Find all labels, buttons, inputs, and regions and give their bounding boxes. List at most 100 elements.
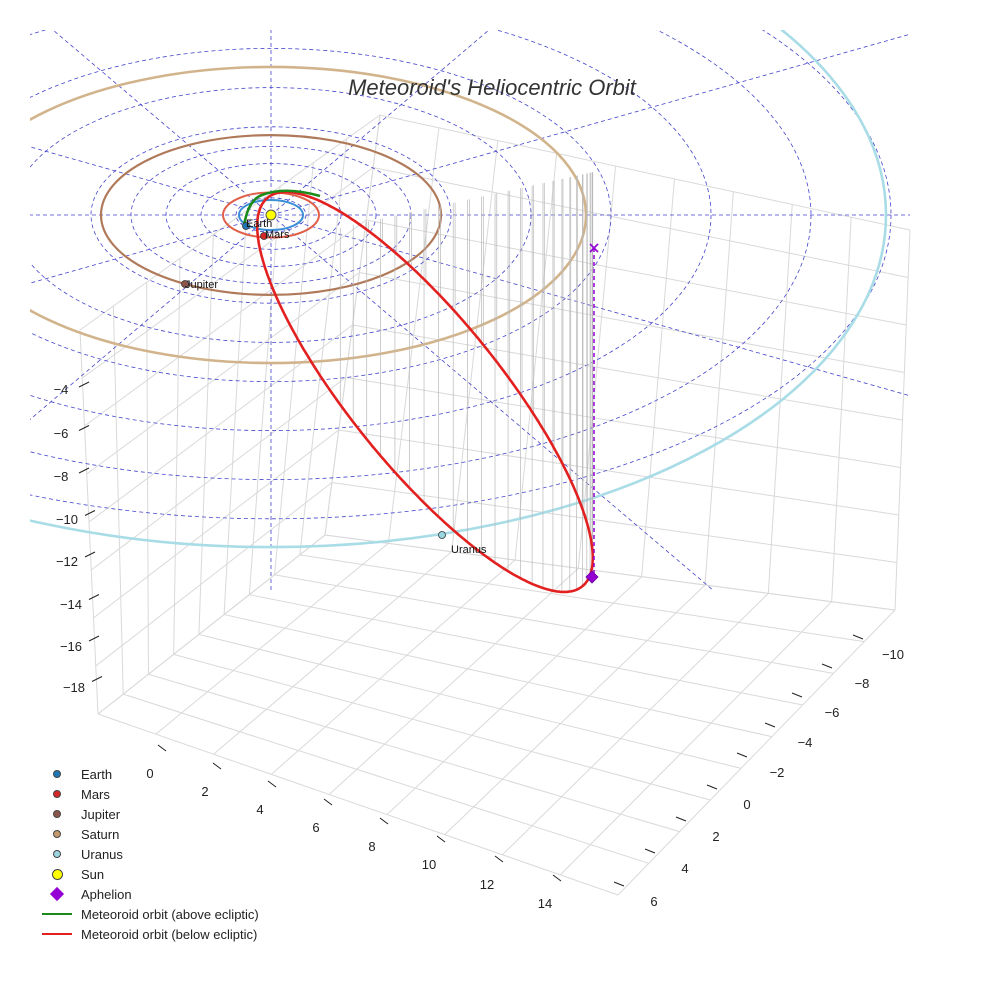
legend-label: Mars (81, 786, 110, 802)
floor-grid-line (444, 584, 706, 836)
floor-grid-line (123, 693, 649, 864)
meteoroid-drop-lines (339, 172, 594, 592)
y-tick-label: −2 (770, 765, 785, 780)
tick-mark (78, 425, 90, 431)
tick-mark (436, 835, 446, 843)
z-tick-label: −8 (54, 469, 69, 484)
meteoroid-orbit (242, 189, 595, 594)
legend-label: Sun (81, 866, 105, 882)
tick-mark (764, 722, 776, 728)
wall-grid-line (88, 324, 353, 523)
floor-grid-line (173, 653, 711, 801)
tick-mark (613, 881, 625, 887)
planet-jupiter-label: Jupiter (185, 279, 218, 291)
floor-grid-line (213, 551, 452, 755)
floor-grid-line (224, 614, 772, 738)
floor-grid-line (97, 713, 619, 896)
floor-grid-line (299, 554, 865, 643)
wall-grid-line (379, 114, 911, 231)
tick-mark (675, 816, 687, 822)
y-tick-label: 2 (712, 829, 719, 844)
legend-symbol (38, 784, 76, 804)
y-tick-label: −10 (882, 647, 904, 662)
legend-item: Uranus (38, 844, 338, 864)
y-tick-label: −4 (798, 735, 813, 750)
legend: Earth Mars Jupiter Saturn Uranus Sun Aphelion M… (38, 764, 338, 944)
floor-grid-line (386, 576, 643, 815)
tick-mark (706, 784, 718, 790)
orbit-earth (238, 198, 304, 232)
planet-earth-marker (242, 222, 250, 230)
polar-ring (90, 126, 452, 304)
orbit-jupiter (99, 134, 443, 297)
polar-spoke (52, 30, 272, 216)
floor-grid-line (198, 633, 742, 769)
ecliptic-polar-grid (30, 30, 910, 590)
x-tick-label: 2 (201, 784, 208, 799)
y-tick-label: 4 (681, 861, 688, 876)
axis-ticks: −4−6−8−10−12−14−16−1802468101214−10−8−6−… (54, 381, 904, 911)
wall-grid-line (338, 429, 899, 516)
orbit-above-ecliptic (242, 189, 321, 227)
tick-mark (91, 676, 103, 682)
tick-mark (791, 692, 803, 698)
tick-mark (323, 798, 333, 806)
legend-item: Mars (38, 784, 338, 804)
wall-grid-line (345, 377, 901, 468)
wall-grid-line (324, 534, 896, 611)
polar-spoke (30, 146, 272, 216)
z-tick-label: −10 (56, 512, 78, 527)
legend-symbol (38, 844, 76, 864)
planet-uranus-marker (438, 531, 446, 539)
planet-jupiter-marker (181, 280, 189, 288)
legend-symbol (38, 864, 76, 884)
x-tick-label: 12 (480, 877, 494, 892)
wall-grid-line (84, 219, 367, 427)
tick-mark (736, 752, 748, 758)
floor-grid-line (559, 601, 833, 876)
polar-ring (30, 30, 812, 480)
legend-symbol (38, 904, 76, 924)
wall-grid-line (90, 377, 346, 571)
legend-label: Meteoroid orbit (below ecliptic) (81, 926, 258, 942)
z-tick-label: −6 (54, 426, 69, 441)
wall-grid-line (352, 324, 903, 421)
floor-grid-line (617, 609, 896, 896)
tick-mark (88, 635, 100, 642)
legend-symbol (38, 924, 76, 944)
planet-mars-label: Mars (265, 229, 290, 241)
tick-mark (84, 510, 96, 516)
planet-mars-marker (260, 232, 268, 240)
tick-mark (644, 848, 656, 854)
x-tick-label: 4 (256, 802, 263, 817)
wall-grid-line (359, 272, 905, 373)
tick-mark (88, 594, 100, 600)
legend-item: Sun (38, 864, 338, 884)
z-tick-label: −12 (56, 554, 78, 569)
legend-symbol (38, 824, 76, 844)
tick-mark (212, 762, 222, 770)
wall-grid-line (79, 114, 381, 331)
legend-label: Meteoroid orbit (above ecliptic) (81, 906, 259, 922)
polar-ring (30, 30, 712, 431)
legend-symbol (38, 764, 76, 784)
z-tick-label: −16 (60, 639, 82, 654)
planet-earth-label: Earth (246, 218, 272, 230)
y-tick-label: −8 (855, 676, 870, 691)
wall-grid-line (373, 167, 909, 278)
legend-item: Meteoroid orbit (below ecliptic) (38, 924, 338, 944)
legend-symbol (38, 804, 76, 824)
aphelion-marker (585, 570, 599, 584)
tick-mark (78, 381, 90, 388)
tick-mark (852, 634, 864, 640)
tick-mark (267, 780, 277, 788)
legend-item: Jupiter (38, 804, 338, 824)
legend-item: Saturn (38, 824, 338, 844)
sun-marker (265, 209, 277, 221)
tick-mark (821, 663, 833, 669)
z-tick-label: −4 (54, 382, 69, 397)
x-tick-label: 14 (538, 896, 552, 911)
legend-item: Earth (38, 764, 338, 784)
